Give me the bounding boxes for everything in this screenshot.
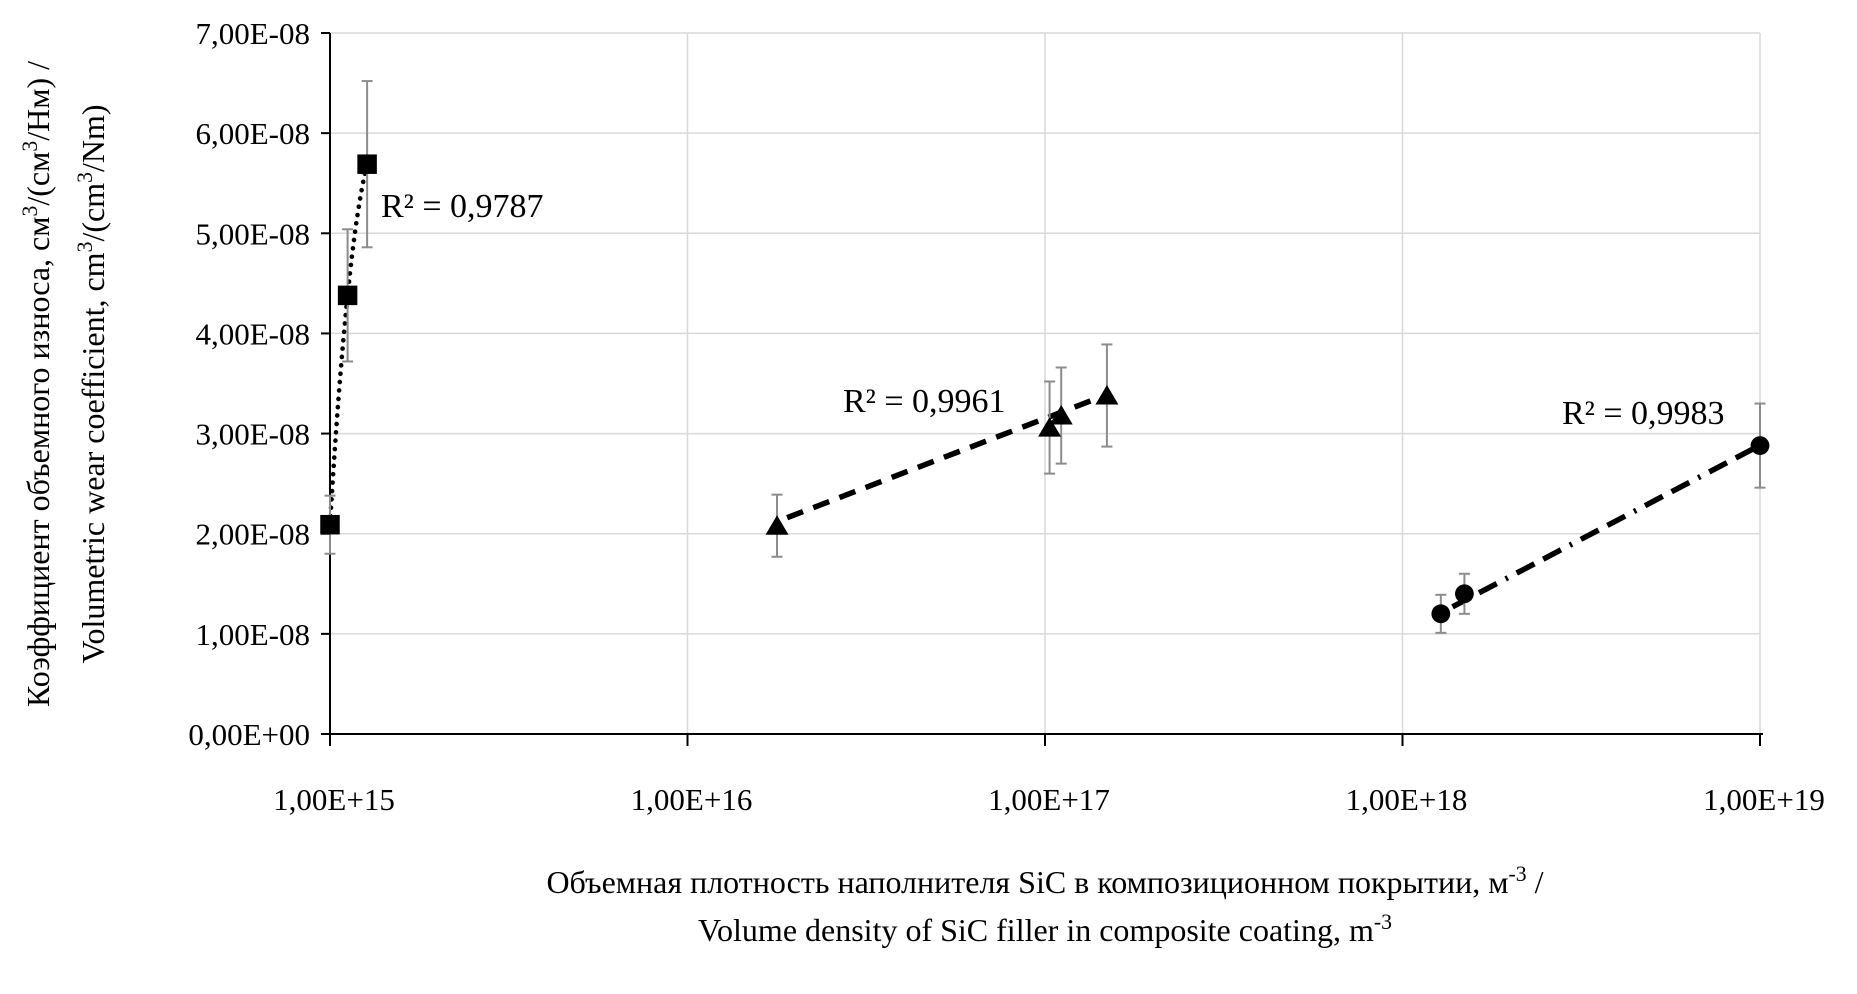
series-squares: R² = 0,9787 [320, 80, 544, 555]
r-squared-label-squares: R² = 0,9787 [381, 188, 544, 225]
dotted-trendline [327, 161, 370, 528]
gridlines [330, 32, 1761, 734]
triangle-marker [765, 515, 789, 535]
x-axis-title-line1: Объемная плотность наполнителя SiC в ком… [546, 862, 1543, 900]
y-axis-title-line2: Volumetric wear coefficient, cm3/(cm3/Nm… [73, 104, 111, 663]
y-tick-label: 1,00E-08 [195, 617, 310, 652]
y-tick-label: 2,00E-08 [195, 517, 310, 552]
x-tick-label: 1,00E+17 [988, 782, 1110, 817]
triangle-marker [1038, 417, 1062, 437]
y-tick-label: 7,00E-08 [195, 16, 310, 51]
circle-marker [1455, 584, 1474, 604]
triangle-marker [1049, 405, 1073, 425]
r-squared-label-triangles: R² = 0,9961 [843, 383, 1006, 420]
y-axis-title-line1: Коэффициент объемного износа, см3/(см3/Н… [18, 61, 56, 707]
x-tick-label: 1,00E+18 [1346, 782, 1468, 817]
series-triangles: R² = 0,9961 [765, 343, 1119, 558]
triangle-marker [1095, 385, 1119, 405]
y-tick-label: 3,00E-08 [195, 417, 310, 452]
square-marker [320, 514, 340, 535]
y-tick-label: 0,00E+00 [188, 717, 310, 752]
x-tick-label: 1,00E+15 [273, 782, 395, 817]
dashdot-trendline [1451, 446, 1755, 610]
y-tick-label: 4,00E-08 [195, 316, 310, 351]
y-tick-label: 5,00E-08 [195, 216, 310, 251]
x-tick-label: 1,00E+19 [1703, 782, 1825, 817]
x-axis-title-line2: Volume density of SiC filler in composit… [698, 910, 1392, 948]
square-marker [357, 154, 377, 174]
series-circles: R² = 0,9983 [1431, 395, 1770, 634]
tick-labels: 0,00E+00 1,00E-08 2,00E-08 3,00E-08 4,00E-08… [188, 16, 1825, 817]
y-tick-label: 6,00E-08 [195, 116, 310, 151]
axis-titles: Коэффициент объемного износа, см3/(см3/Н… [18, 61, 1544, 948]
circle-marker [1750, 436, 1770, 455]
circle-marker [1431, 604, 1451, 624]
axes [321, 32, 1763, 746]
x-tick-label: 1,00E+16 [631, 782, 753, 817]
r-squared-label-circles: R² = 0,9983 [1562, 395, 1725, 432]
square-marker [337, 285, 358, 306]
